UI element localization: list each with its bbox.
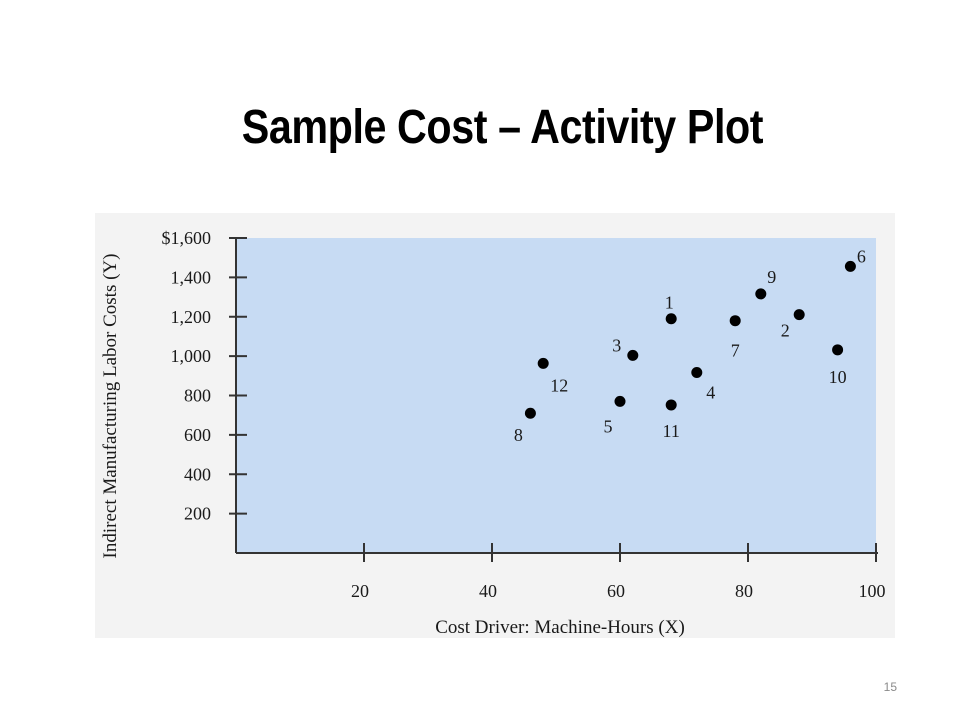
point-label: 1 [665, 293, 674, 313]
data-point [524, 407, 536, 419]
point-label: 7 [731, 341, 740, 361]
x-tick-label: 20 [351, 581, 369, 601]
data-point [832, 344, 844, 356]
point-label: 8 [514, 425, 523, 445]
y-tick-label: 1,000 [171, 346, 212, 366]
x-tick-label: 60 [607, 581, 625, 601]
x-tick-label: 80 [735, 581, 753, 601]
x-tick-label: 40 [479, 581, 497, 601]
point-label: 11 [663, 421, 680, 441]
data-point [755, 288, 767, 300]
data-point [793, 309, 805, 321]
y-tick-label: 1,200 [171, 307, 212, 327]
x-axis: 20 40 60 80 100 [236, 543, 886, 601]
point-label: 6 [857, 246, 866, 266]
slide-title: Sample Cost – Activity Plot [241, 101, 764, 154]
point-label: 9 [767, 267, 776, 287]
data-point [627, 349, 639, 361]
data-point [729, 315, 741, 327]
y-tick-label: 600 [184, 425, 211, 445]
point-label: 3 [612, 335, 621, 355]
data-point [614, 395, 626, 407]
y-axis-label: Indirect Manufacturing Labor Costs (Y) [100, 254, 121, 559]
y-tick-label: 1,400 [171, 267, 212, 287]
y-tick-label: 800 [184, 386, 211, 406]
y-tick-label: 400 [184, 464, 211, 484]
chart-figure: 20 40 60 80 100 200 400 600 800 1,000 1,200 1,400 $… [95, 213, 895, 638]
data-point [665, 313, 677, 325]
y-axis: 200 400 600 800 1,000 1,200 1,400 $1,600 [162, 228, 247, 553]
point-label: 5 [604, 416, 613, 436]
point-label: 12 [550, 375, 568, 395]
y-tick-label: 200 [184, 504, 211, 524]
point-label: 2 [781, 321, 790, 341]
data-point [691, 366, 703, 378]
data-point [844, 260, 856, 272]
data-point [665, 399, 677, 411]
point-label: 4 [706, 382, 715, 402]
y-tick-label: $1,600 [162, 228, 212, 248]
plot-area [236, 238, 876, 553]
page-number: 15 [883, 680, 897, 694]
x-axis-label: Cost Driver: Machine-Hours (X) [435, 617, 685, 638]
data-point [537, 357, 549, 369]
x-tick-label: 100 [859, 581, 886, 601]
point-label: 10 [829, 367, 847, 387]
scatter-chart: 20 40 60 80 100 200 400 600 800 1,000 1,200 1,400 $… [100, 228, 886, 638]
